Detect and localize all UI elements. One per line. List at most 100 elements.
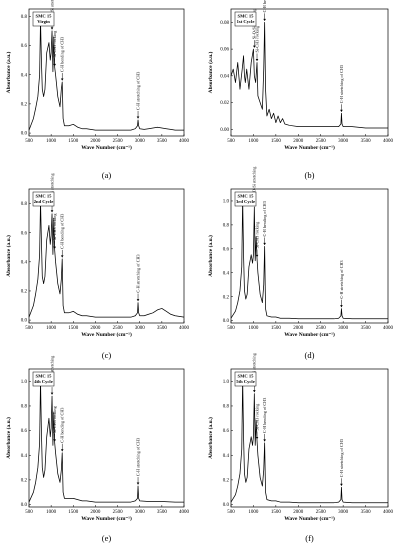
chart-panel-6: 500 1000 1500 2000 2500 3000 3500 4000 0.0 0.2 0.4… xyxy=(207,352,394,522)
sample-label: 1st Cycle xyxy=(237,19,255,24)
arrow-head-icon xyxy=(263,439,266,442)
y-tick-label: 0.6 xyxy=(21,429,28,434)
y-tick-label: 0.8 xyxy=(21,202,28,207)
peak-annotation: C-H bending of CH3 xyxy=(60,214,65,258)
annotation-label: Si-O-Si stretching xyxy=(252,166,257,197)
arrow-head-icon xyxy=(60,449,64,452)
x-tick-label: 3000 xyxy=(338,510,349,515)
plot-frame xyxy=(28,8,185,137)
panel-caption: (b) xyxy=(305,170,315,180)
sample-label: SMC 15 xyxy=(238,194,255,199)
peak-annotation: Si-CH3 rocking xyxy=(254,221,259,258)
sample-label-box xyxy=(234,191,257,207)
x-tick-label: 1000 xyxy=(46,139,57,144)
panel-caption: (e) xyxy=(102,533,112,543)
y-tick-label: 0.0 xyxy=(223,319,230,324)
plot-frame xyxy=(230,8,389,137)
arrow-head-icon xyxy=(53,63,56,67)
x-tick-label: 1500 xyxy=(68,510,79,515)
sample-label: SMC 15 xyxy=(238,14,255,19)
annotation-label: C-H bending of CH3 xyxy=(60,214,65,249)
annotation-label: C-H bending of CH3 xyxy=(262,398,267,433)
x-tick-label: 2000 xyxy=(293,139,304,144)
x-tick-label: 2500 xyxy=(113,326,124,331)
annotation-label: Si-O-Si stretching xyxy=(49,355,54,386)
arrow-head-icon xyxy=(136,482,140,485)
annotation-label: C-H bending of CH3 xyxy=(262,0,267,12)
spectrum-line xyxy=(230,21,388,129)
annotation-label: C-H stretching of CH3 xyxy=(339,260,344,298)
annotation-label: C-H bending of CH3 xyxy=(60,408,65,443)
y-axis-label: Absorbance (a.u.) xyxy=(5,235,12,277)
x-tick-label: 2500 xyxy=(113,139,124,144)
y-tick-label: 0.2 xyxy=(21,102,28,107)
y-tick-label: 1.0 xyxy=(223,380,230,385)
x-tick-label: 1000 xyxy=(248,510,259,515)
x-tick-label: 1000 xyxy=(248,139,259,144)
x-axis-label: Wave Number (cm⁻¹) xyxy=(284,331,335,338)
y-tick-label: 0.0 xyxy=(21,132,28,137)
x-tick-label: 2500 xyxy=(316,139,327,144)
y-tick-label: 0.6 xyxy=(223,429,230,434)
x-tick-label: 500 xyxy=(227,510,235,515)
y-tick-label: 0.4 xyxy=(223,271,230,276)
peak-annotation: Si-CH3 rocking xyxy=(254,403,259,440)
arrow-head-icon xyxy=(50,210,54,213)
arrow-head-icon xyxy=(60,255,64,258)
y-tick-label: 0.4 xyxy=(21,260,28,265)
y-tick-label: 0.00 xyxy=(220,128,229,133)
x-tick-label: 3500 xyxy=(157,510,168,515)
x-tick-label: 4000 xyxy=(179,326,190,331)
x-tick-label: 3500 xyxy=(361,510,372,515)
annotation-label: Si-O-Si stretching xyxy=(252,352,257,383)
x-axis-label: Wave Number (cm⁻¹) xyxy=(284,515,335,522)
peak-annotation: Si-O-Si stretching xyxy=(49,355,54,395)
peak-annotation: C-H stretching of CH3 xyxy=(135,72,140,119)
y-tick-label: 0.08 xyxy=(220,21,229,26)
sample-label: 5th Cycle xyxy=(236,379,255,384)
spectrum-line xyxy=(28,378,184,503)
chart-panel-3: 500 1000 1500 2000 2500 3000 3500 4000 0.0 0.2 0.4… xyxy=(5,172,190,338)
x-tick-label: 1000 xyxy=(46,510,57,515)
x-axis-label: Wave Number (cm⁻¹) xyxy=(81,515,132,522)
peak-annotation: C-H stretching of CH3 xyxy=(135,438,140,485)
x-tick-label: 2500 xyxy=(316,510,327,515)
annotation-label: C-H bending of CH3 xyxy=(262,201,267,236)
x-tick-label: 1500 xyxy=(271,139,282,144)
x-tick-label: 1500 xyxy=(68,326,79,331)
y-tick-label: 0.6 xyxy=(21,44,28,49)
sample-label: SMC 15 xyxy=(36,194,53,199)
annotation-label: Si-CH3 rocking xyxy=(52,213,57,241)
peak-annotation: C-H bending of CH3 xyxy=(262,398,267,442)
y-tick-label: 0.8 xyxy=(21,405,28,410)
x-tick-label: 3500 xyxy=(157,139,168,144)
x-tick-label: 1000 xyxy=(248,326,259,331)
arrow-head-icon xyxy=(53,246,56,249)
x-tick-label: 3500 xyxy=(157,326,168,331)
annotation-label: Si-O-Si stretching xyxy=(49,172,54,203)
arrow-head-icon xyxy=(50,27,54,30)
y-tick-label: 0.0 xyxy=(21,503,28,508)
sample-label: SMC 15 xyxy=(36,14,53,19)
panel-caption: (c) xyxy=(102,350,112,360)
x-tick-label: 2000 xyxy=(293,326,304,331)
sample-label: SMC 15 xyxy=(36,374,53,379)
y-tick-label: 0.0 xyxy=(223,503,230,508)
y-axis-label: Absorbance (a.u.) xyxy=(207,235,214,277)
y-tick-label: 0.2 xyxy=(21,478,28,483)
annotation-label: C-H stretching of CH3 xyxy=(135,254,140,292)
spectrum-line xyxy=(28,200,185,318)
x-tick-label: 500 xyxy=(227,139,235,144)
sample-label: 3rd Cycle xyxy=(236,199,255,204)
annotation-label: Si-CH3 rocking xyxy=(254,25,259,53)
y-tick-label: 0.04 xyxy=(220,74,229,79)
chart-panel-5: 500 1000 1500 2000 2500 3000 3500 4000 0.0 0.2 0.4… xyxy=(5,355,190,522)
peak-annotation: Si-CH3 rocking xyxy=(52,213,57,249)
sample-label: 2nd Cycle xyxy=(34,199,54,204)
x-tick-label: 2000 xyxy=(293,510,304,515)
y-tick-label: 0.8 xyxy=(223,223,230,228)
y-tick-label: 0.4 xyxy=(21,454,28,459)
y-axis-label: Absorbance (a.u.) xyxy=(207,417,214,459)
plot-frame xyxy=(230,188,389,324)
panel-caption: (a) xyxy=(102,170,112,180)
